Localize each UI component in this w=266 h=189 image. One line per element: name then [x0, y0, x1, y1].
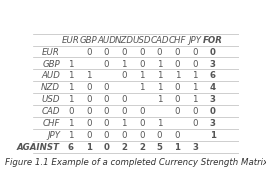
- Text: 2: 2: [139, 143, 145, 152]
- Text: 0: 0: [86, 119, 92, 128]
- Text: 0: 0: [139, 60, 145, 68]
- Text: USD: USD: [133, 36, 151, 45]
- Text: 1: 1: [139, 83, 145, 92]
- Text: GBP: GBP: [42, 60, 60, 68]
- Text: 1: 1: [68, 131, 74, 140]
- Text: 0: 0: [104, 95, 109, 104]
- Text: 0: 0: [104, 83, 109, 92]
- Text: 1: 1: [121, 119, 127, 128]
- Text: 1: 1: [121, 60, 127, 68]
- Text: AUD: AUD: [41, 71, 60, 81]
- Text: 1: 1: [174, 71, 180, 81]
- Text: 1: 1: [68, 83, 74, 92]
- Text: 0: 0: [174, 83, 180, 92]
- Text: 0: 0: [86, 48, 92, 57]
- Text: 0: 0: [86, 107, 92, 116]
- Text: 0: 0: [104, 48, 109, 57]
- Text: NZD: NZD: [115, 36, 134, 45]
- Text: 3: 3: [192, 143, 198, 152]
- Text: 1: 1: [157, 95, 162, 104]
- Text: 0: 0: [157, 48, 162, 57]
- Text: NZD: NZD: [41, 83, 60, 92]
- Text: 0: 0: [86, 131, 92, 140]
- Text: 1: 1: [157, 83, 162, 92]
- Text: 0: 0: [174, 48, 180, 57]
- Text: 1: 1: [157, 60, 162, 68]
- Text: 0: 0: [157, 131, 162, 140]
- Text: 3: 3: [210, 60, 216, 68]
- Text: 2: 2: [121, 143, 127, 152]
- Text: 0: 0: [104, 131, 109, 140]
- Text: 0: 0: [104, 107, 109, 116]
- Text: AGAINST: AGAINST: [17, 143, 60, 152]
- Text: 0: 0: [121, 95, 127, 104]
- Text: 0: 0: [86, 83, 92, 92]
- Text: 1: 1: [157, 119, 162, 128]
- Text: 4: 4: [210, 83, 216, 92]
- Text: 0: 0: [174, 60, 180, 68]
- Text: 1: 1: [192, 83, 198, 92]
- Text: 1: 1: [174, 143, 180, 152]
- Text: CAD: CAD: [150, 36, 169, 45]
- Text: 0: 0: [139, 119, 145, 128]
- Text: 0: 0: [121, 107, 127, 116]
- Text: 0: 0: [103, 143, 109, 152]
- Text: 0: 0: [210, 48, 216, 57]
- Text: CHF: CHF: [43, 119, 60, 128]
- Text: 0: 0: [192, 119, 198, 128]
- Text: GBP: GBP: [80, 36, 98, 45]
- Text: 1: 1: [68, 71, 74, 81]
- Text: 1: 1: [210, 131, 216, 140]
- Text: 0: 0: [174, 131, 180, 140]
- Text: 0: 0: [192, 107, 198, 116]
- Text: EUR: EUR: [42, 48, 60, 57]
- Text: 1: 1: [68, 60, 74, 68]
- Text: 1: 1: [157, 71, 162, 81]
- Text: 0: 0: [174, 107, 180, 116]
- Text: 0: 0: [86, 95, 92, 104]
- Text: JPY: JPY: [47, 131, 60, 140]
- Text: 3: 3: [210, 95, 216, 104]
- Text: 0: 0: [192, 60, 198, 68]
- Text: 1: 1: [86, 71, 92, 81]
- Text: EUR: EUR: [62, 36, 80, 45]
- Text: 0: 0: [104, 119, 109, 128]
- Text: Figure 1.1 Example of a completed Currency Strength Matrix: Figure 1.1 Example of a completed Curren…: [5, 158, 266, 167]
- Text: 0: 0: [210, 107, 216, 116]
- Text: 1: 1: [68, 95, 74, 104]
- Text: 6: 6: [68, 143, 74, 152]
- Text: JPY: JPY: [189, 36, 202, 45]
- Text: FOR: FOR: [203, 36, 223, 45]
- Text: 0: 0: [139, 48, 145, 57]
- Text: USD: USD: [41, 95, 60, 104]
- Text: 3: 3: [210, 119, 216, 128]
- Text: 0: 0: [192, 48, 198, 57]
- Text: 1: 1: [68, 119, 74, 128]
- Text: 5: 5: [157, 143, 163, 152]
- Text: 1: 1: [192, 95, 198, 104]
- Text: 0: 0: [174, 95, 180, 104]
- Text: 0: 0: [104, 60, 109, 68]
- Text: AUD: AUD: [97, 36, 116, 45]
- Text: 1: 1: [86, 143, 92, 152]
- Text: 1: 1: [139, 71, 145, 81]
- Text: 1: 1: [192, 71, 198, 81]
- Text: 0: 0: [121, 71, 127, 81]
- Text: CAD: CAD: [41, 107, 60, 116]
- Text: 0: 0: [139, 107, 145, 116]
- Text: 0: 0: [121, 48, 127, 57]
- Text: CHF: CHF: [169, 36, 186, 45]
- Text: 0: 0: [68, 107, 74, 116]
- Text: 0: 0: [121, 131, 127, 140]
- Text: 0: 0: [139, 131, 145, 140]
- Text: 6: 6: [210, 71, 216, 81]
